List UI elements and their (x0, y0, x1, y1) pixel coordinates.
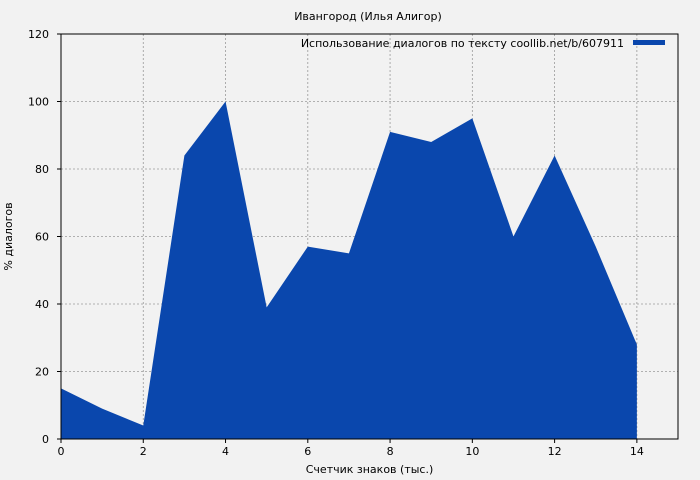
legend-label: Использование диалогов по тексту coollib… (301, 37, 624, 50)
x-tick-label: 0 (58, 445, 65, 458)
x-tick-label: 8 (387, 445, 394, 458)
x-axis-label: Счетчик знаков (тыс.) (306, 463, 434, 476)
y-tick-label: 80 (35, 163, 49, 176)
area-layer (61, 101, 637, 439)
x-tick-label: 10 (465, 445, 479, 458)
y-tick-label: 20 (35, 366, 49, 379)
chart-title: Ивангород (Илья Алигор) (294, 10, 442, 23)
x-tick-label: 14 (630, 445, 644, 458)
y-tick-label: 120 (28, 28, 49, 41)
legend-swatch (633, 40, 665, 45)
x-tick-label: 4 (222, 445, 229, 458)
x-tick-label: 6 (304, 445, 311, 458)
y-tick-label: 40 (35, 298, 49, 311)
y-tick-label: 0 (42, 433, 49, 446)
y-axis-label: % диалогов (2, 202, 15, 270)
y-tick-label: 100 (28, 96, 49, 109)
area-series (61, 101, 637, 439)
x-tick-label: 12 (548, 445, 562, 458)
legend: Использование диалогов по тексту coollib… (301, 37, 665, 50)
axis-ticks: 0 2 4 6 8 10 12 14 0 20 40 60 80 100 120 (28, 28, 644, 458)
y-tick-label: 60 (35, 231, 49, 244)
x-tick-label: 2 (140, 445, 147, 458)
